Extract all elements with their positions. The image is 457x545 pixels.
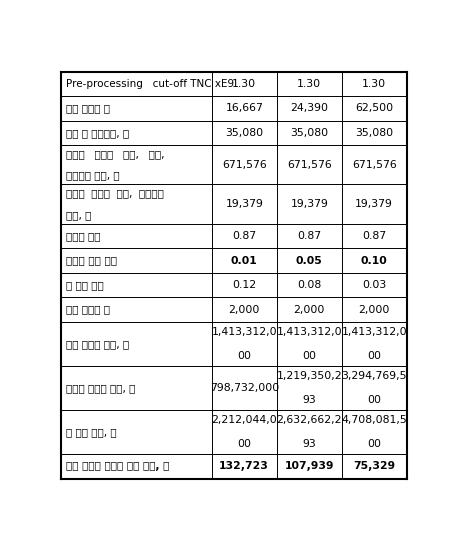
Text: 0.87: 0.87	[297, 231, 321, 241]
Text: 보관 제대혁 수: 보관 제대혁 수	[66, 305, 110, 314]
Text: 0.87: 0.87	[362, 231, 386, 241]
Text: 비용, 원: 비용, 원	[66, 210, 91, 220]
Text: 2,000: 2,000	[293, 305, 325, 314]
Text: 0.01: 0.01	[231, 256, 258, 265]
Text: 1,413,312,0: 1,413,312,0	[276, 327, 342, 337]
Text: 2,212,044,0: 2,212,044,0	[211, 415, 277, 425]
Text: 0.05: 0.05	[296, 256, 323, 265]
Text: 16,667: 16,667	[225, 104, 263, 113]
Text: 798,732,000: 798,732,000	[210, 383, 279, 393]
Text: 1,219,350,2: 1,219,350,2	[276, 371, 342, 381]
Text: 671,576: 671,576	[222, 160, 266, 170]
Text: 2,000: 2,000	[228, 305, 260, 314]
Text: 19,379: 19,379	[290, 199, 328, 209]
Text: Pre-processing   cut-off TNC xE9: Pre-processing cut-off TNC xE9	[66, 79, 234, 89]
Text: 이식용 사용 비율: 이식용 사용 비율	[66, 256, 117, 265]
Text: 기증 제대혁 단위당 소요 비용, 원: 기증 제대혁 단위당 소요 비용, 원	[66, 462, 169, 471]
Text: 수 소요 비용, 원: 수 소요 비용, 원	[66, 427, 116, 437]
Text: 모집 및 수거비용, 원: 모집 및 수거비용, 원	[66, 128, 129, 138]
Text: 부적합  제대혁  검사,  추후관리: 부적합 제대혁 검사, 추후관리	[66, 189, 164, 198]
Text: 62,500: 62,500	[355, 104, 393, 113]
Text: 이식용   제대혁   검사,   보관,: 이식용 제대혁 검사, 보관,	[66, 149, 164, 159]
Text: 00: 00	[367, 351, 381, 361]
Text: 부적합 비율: 부적합 비율	[66, 231, 100, 241]
Text: 35,080: 35,080	[290, 128, 328, 138]
Text: 00: 00	[237, 351, 251, 361]
Text: 671,576: 671,576	[352, 160, 397, 170]
Text: 00: 00	[302, 351, 316, 361]
Text: 00: 00	[367, 395, 381, 405]
Text: 00: 00	[367, 439, 381, 449]
Text: 0.08: 0.08	[297, 280, 321, 290]
Text: 기증 제대혁 수: 기증 제대혁 수	[66, 104, 110, 113]
Text: 0.12: 0.12	[232, 280, 256, 290]
Text: 1.30: 1.30	[362, 79, 386, 89]
Text: 671,576: 671,576	[287, 160, 332, 170]
Text: 1,413,312,0: 1,413,312,0	[212, 327, 277, 337]
Text: 132,723: 132,723	[219, 462, 269, 471]
Text: 93: 93	[303, 395, 316, 405]
Text: 1.30: 1.30	[297, 79, 321, 89]
Text: 2,000: 2,000	[359, 305, 390, 314]
Text: 24,390: 24,390	[290, 104, 328, 113]
Text: 부적합 제대혁 비용, 원: 부적합 제대혁 비용, 원	[66, 383, 135, 393]
Text: 35,080: 35,080	[225, 128, 263, 138]
Text: 추후관리 비용, 원: 추후관리 비용, 원	[66, 171, 119, 180]
Text: 보관 제대혁 비용, 원: 보관 제대혁 비용, 원	[66, 339, 129, 349]
Text: 75,329: 75,329	[353, 462, 395, 471]
Text: 2,632,662,2: 2,632,662,2	[276, 415, 342, 425]
Text: 107,939: 107,939	[284, 462, 334, 471]
Text: 수 보관 비율: 수 보관 비율	[66, 280, 103, 290]
Text: 00: 00	[237, 439, 251, 449]
Text: 0.03: 0.03	[362, 280, 386, 290]
Text: 3,294,769,5: 3,294,769,5	[341, 371, 407, 381]
Text: 19,379: 19,379	[225, 199, 263, 209]
Text: 19,379: 19,379	[355, 199, 393, 209]
Text: 0.87: 0.87	[232, 231, 256, 241]
Text: 35,080: 35,080	[355, 128, 393, 138]
Text: 93: 93	[303, 439, 316, 449]
Text: 1,413,312,0: 1,413,312,0	[341, 327, 407, 337]
Text: 4,708,081,5: 4,708,081,5	[341, 415, 407, 425]
Text: 1.30: 1.30	[232, 79, 256, 89]
Text: 0.10: 0.10	[361, 256, 388, 265]
